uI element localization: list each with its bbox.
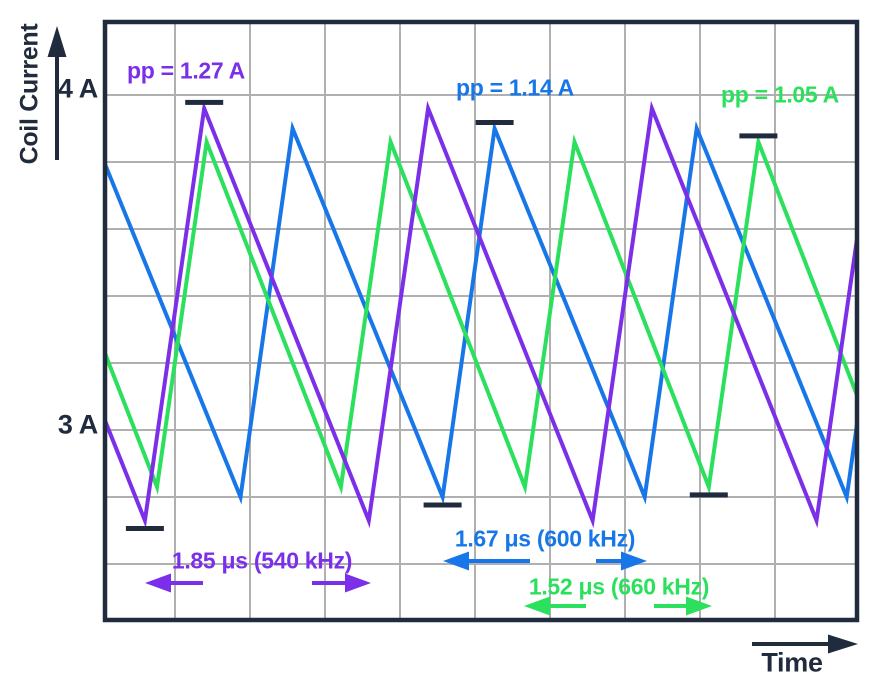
waveform-600khz: [105, 120, 857, 505]
arrowhead-right-icon: [686, 596, 712, 616]
y-tick-label-3a: 3 A: [57, 409, 98, 440]
period-arrow-600khz: [443, 551, 647, 571]
arrowhead-left-icon: [524, 596, 550, 616]
y-axis-arrow-icon: [47, 26, 67, 160]
arrowhead-left-icon: [145, 573, 171, 593]
peak-trough-markers: [125, 99, 778, 531]
period-annotation-540khz: 1.85 μs (540 kHz): [171, 547, 353, 574]
pp-annotation-600khz: pp = 1.14 A: [456, 74, 574, 101]
period-annotation-600khz: 1.67 μs (600 kHz): [454, 525, 636, 552]
waveforms: [105, 100, 857, 529]
peak-marker-600khz: [475, 120, 514, 125]
y-axis-title: Coil Current: [15, 23, 44, 165]
trough-marker-540khz: [125, 526, 164, 531]
period-arrow-660khz: [524, 596, 712, 616]
arrowhead-left-icon: [443, 551, 469, 571]
period-dimension-arrows: [145, 551, 712, 616]
x-axis-arrow-icon: [752, 634, 858, 654]
trough-marker-600khz: [423, 502, 462, 508]
waveform-660khz: [105, 134, 857, 495]
peak-marker-660khz: [739, 133, 778, 139]
arrowhead-right-icon: [621, 551, 647, 571]
peak-marker-540khz: [185, 99, 224, 105]
waveform-540khz: [105, 100, 857, 529]
trough-marker-660khz: [689, 492, 728, 498]
period-annotation-660khz: 1.52 μs (660 kHz): [528, 573, 710, 600]
plot-border: [102, 19, 860, 623]
pp-annotation-660khz: pp = 1.05 A: [721, 81, 839, 108]
y-tick-label-4a: 4 A: [57, 73, 98, 104]
pp-annotation-540khz: pp = 1.27 A: [127, 57, 245, 84]
x-axis-title: Time: [761, 647, 823, 678]
arrowhead-right-icon: [345, 573, 371, 593]
period-arrow-540khz: [145, 573, 371, 593]
